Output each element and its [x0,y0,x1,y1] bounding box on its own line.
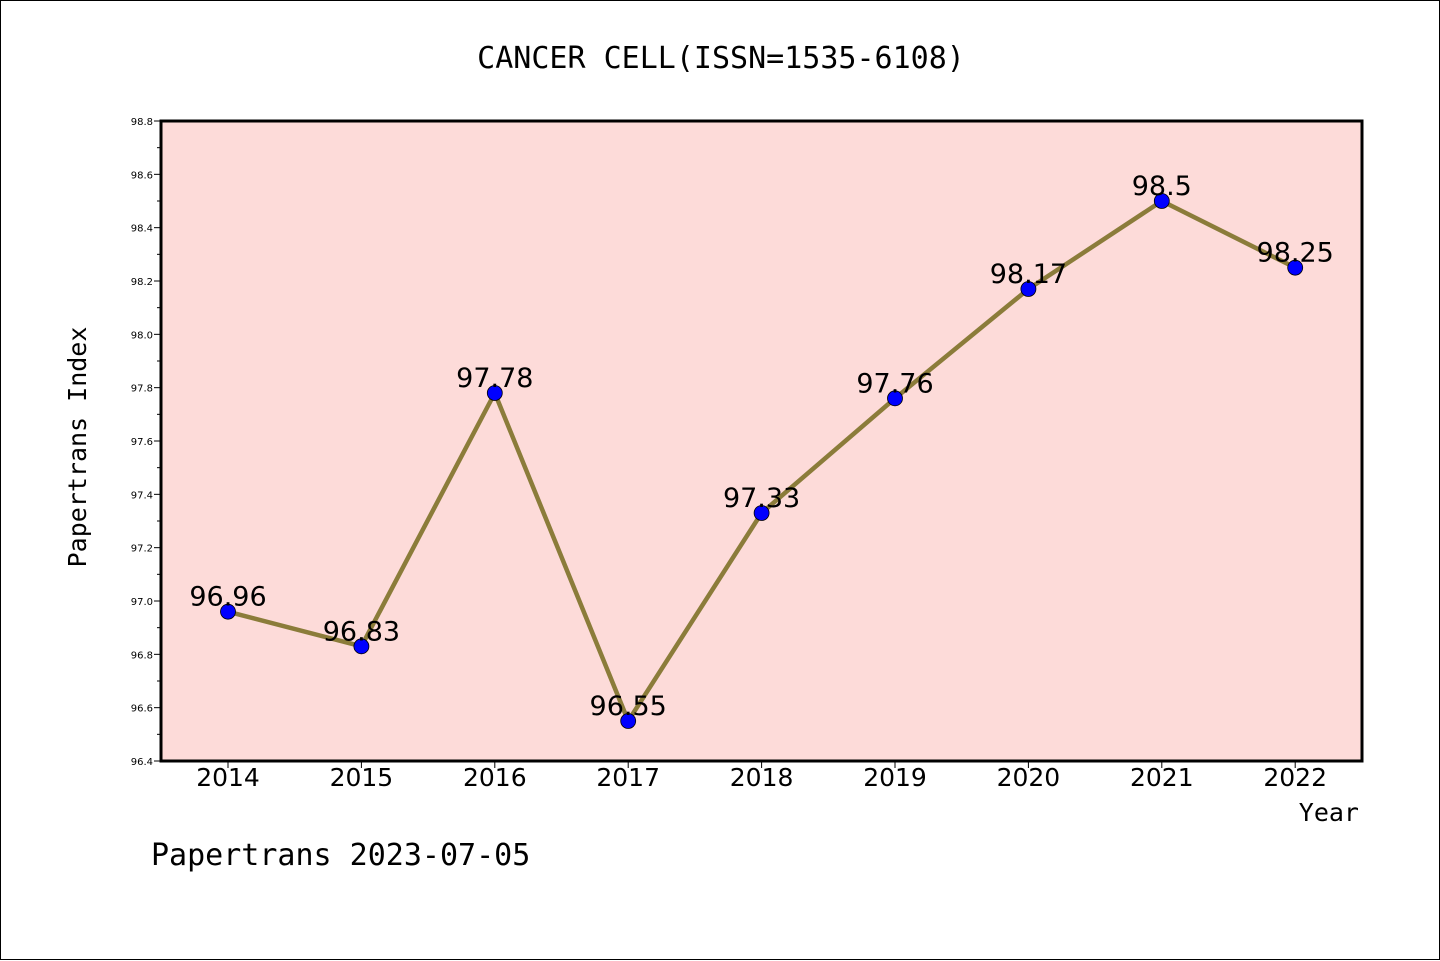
data-point [353,638,370,655]
data-label: 96.55 [590,691,667,722]
data-label: 98.5 [1132,171,1192,202]
x-tick-label: 2022 [1263,763,1327,792]
data-label: 97.76 [856,368,933,399]
data-label: 97.33 [723,483,800,514]
y-tick-label: 96.6 [131,704,153,715]
x-tick-label: 2015 [330,763,394,792]
y-tick-label: 98.8 [131,117,153,128]
data-points [220,193,1304,729]
x-tick-label: 2016 [463,763,527,792]
data-label: 98.25 [1257,238,1334,269]
data-point [220,603,236,620]
x-tick-label: 2021 [1130,763,1194,792]
y-tick-label: 98.0 [131,330,153,341]
x-tick-label: 2018 [730,763,794,792]
data-point [1153,193,1170,209]
x-axis-label: Year [1299,798,1359,827]
data-label: 96.96 [189,582,266,613]
y-tick-label: 98.2 [131,277,153,288]
y-tick-label: 97.0 [131,597,153,608]
data-point [1020,281,1037,297]
y-tick-label: 96.4 [131,757,153,768]
footer-text: Papertrans 2023-07-05 [151,838,530,873]
x-tick-label: 2014 [196,763,260,792]
y-tick-label: 96.8 [131,650,153,661]
data-labels: 96.96 96.83 97.78 96.55 97.33 97.76 98.17 98.5 9… [189,171,1333,722]
data-label: 96.83 [323,616,400,647]
x-axis: 2014 2015 2016 2017 2018 2019 2020 2021 2022 [196,761,1327,792]
y-axis: 96.4 96.6 96.8 97.0 97.2 97.4 97.6 97.8 98.0 98.2… [131,117,161,768]
chart-title: CANCER CELL(ISSN=1535-6108) [477,41,965,76]
y-tick-label: 97.4 [131,490,153,501]
data-point [1287,259,1304,276]
y-tick-label: 97.8 [131,384,153,395]
data-point [753,505,770,521]
data-point [486,385,503,401]
y-tick-label: 97.6 [131,437,153,448]
data-point [620,713,637,729]
x-tick-label: 2017 [596,763,660,792]
y-tick-label: 98.6 [131,170,153,181]
data-label: 97.78 [456,363,533,394]
plot-area [159,119,1364,763]
x-tick-label: 2019 [863,763,927,792]
x-tick-label: 2020 [997,763,1061,792]
data-point [887,390,903,407]
data-label: 98.17 [990,259,1067,290]
y-tick-label: 98.4 [131,224,153,235]
y-tick-label: 97.2 [131,544,153,555]
y-axis-label: Papertrans Index [63,327,92,568]
